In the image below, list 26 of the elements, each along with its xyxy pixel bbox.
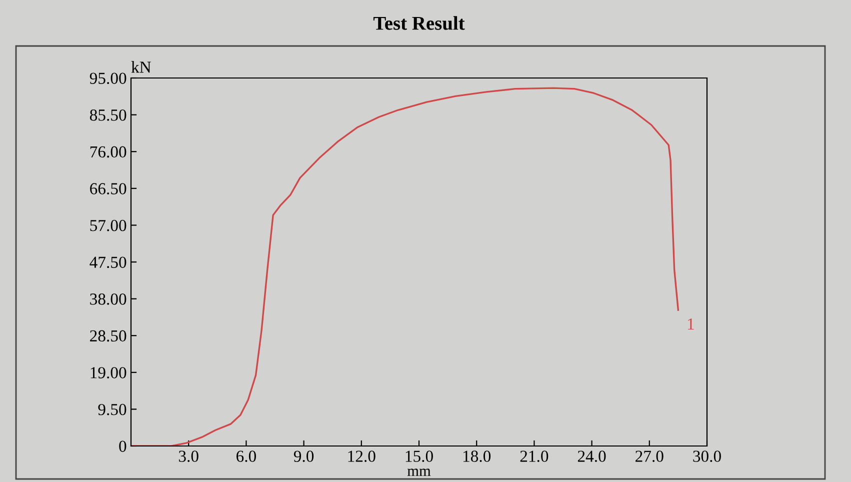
chart-title: Test Result (373, 16, 465, 30)
y-tick-label: 85.50 (90, 110, 126, 121)
annotation: 1 (688, 318, 694, 330)
x-tick-label: 21.0 (520, 450, 548, 462)
x-tick-label: 3.0 (178, 450, 198, 462)
x-tick-label: 6.0 (236, 450, 256, 462)
x-tick-label: 24.0 (578, 450, 606, 462)
y-tick-label: 38.00 (90, 294, 126, 305)
y-tick-label: 76.00 (90, 146, 126, 158)
y-tick-label: 28.50 (90, 330, 126, 342)
x-tick-label: 18.0 (463, 450, 491, 462)
y-tick-label: 47.50 (90, 256, 126, 268)
x-axis-title: mm (407, 468, 431, 476)
x-tick-label: 30.0 (693, 450, 721, 462)
y-tick-label: 19.00 (90, 367, 126, 378)
y-tick-label: 0 (119, 440, 126, 452)
y-tick-label: 9.50 (98, 404, 126, 416)
y-axis-title: kN (131, 61, 151, 73)
y-tick-label: 66.50 (90, 183, 126, 194)
y-tick-label: 95.00 (90, 72, 126, 84)
x-tick-label: 9.0 (294, 450, 314, 462)
y-tick-label: 57.00 (90, 220, 126, 232)
x-tick-label: 12.0 (348, 450, 376, 462)
x-tick-label: 27.0 (636, 450, 664, 462)
line-series (131, 87, 680, 446)
x-tick-label: 15.0 (406, 450, 433, 462)
